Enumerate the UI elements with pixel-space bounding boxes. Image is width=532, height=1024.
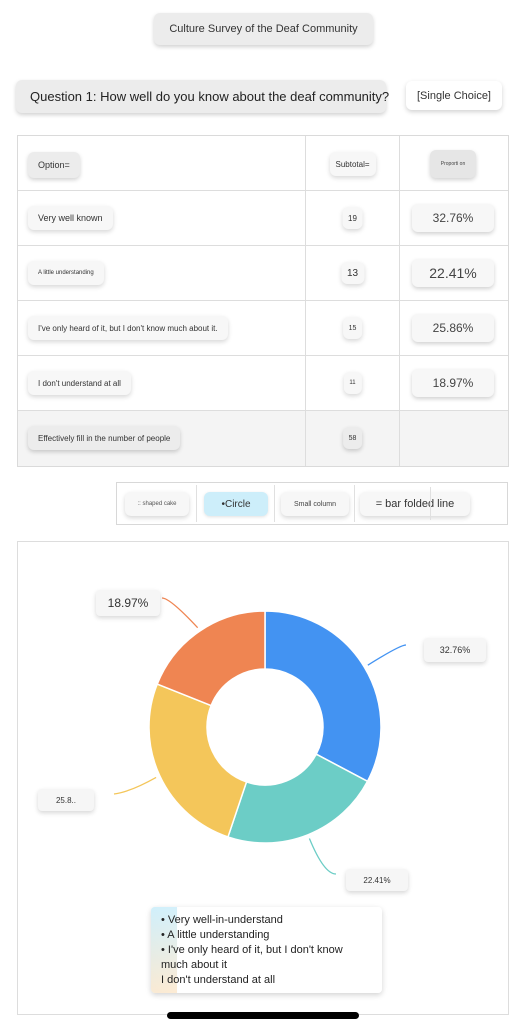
data-label: 25.8.. (38, 789, 94, 811)
data-label: 32.76% (424, 638, 486, 662)
table-row: A little understanding 13 22.41% (18, 246, 508, 301)
selector-divider (430, 487, 431, 520)
question-title: Question 1: How well do you know about t… (16, 80, 389, 113)
donut-chart (113, 597, 407, 875)
tab-circle-chart[interactable]: •Circle (197, 485, 275, 522)
tab-circle-label: •Circle (204, 492, 268, 516)
donut-slice (264, 610, 382, 783)
chart-legend: • Very well-in-understand • A little und… (151, 907, 382, 993)
data-label: 18.97% (96, 590, 160, 616)
leader-line (308, 838, 337, 875)
legend-color-strip (151, 907, 177, 993)
tab-pie-chart[interactable]: :: shaped cake (117, 485, 197, 522)
row-proportion: 18.97% (412, 369, 494, 397)
tab-pie-label: :: shaped cake (125, 492, 189, 516)
donut-slice (227, 753, 369, 844)
row-subtotal: 11 (343, 372, 362, 394)
row-proportion: 32.76% (412, 204, 494, 232)
row-proportion: 22.41% (412, 259, 494, 287)
table-row: Very well known 19 32.76% (18, 191, 508, 246)
row-option: A little understanding (28, 261, 104, 285)
row-subtotal: 15 (342, 317, 363, 339)
header-proportion: Proporti on (430, 150, 476, 178)
leader-line (161, 597, 199, 629)
row-option: I've only heard of it, but I don't know … (28, 316, 228, 340)
legend-item: • Very well-in-understand (161, 914, 283, 926)
leader-line (367, 644, 407, 666)
results-table: Option= Subtotal= Proporti on Very well … (17, 135, 509, 467)
row-option: Very well known (28, 206, 113, 230)
legend-item: • I've only heard of it, but I don't kno… (161, 944, 343, 971)
footer-label: Effectively fill in the number of people (28, 426, 181, 450)
survey-title: Culture Survey of the Deaf Community (154, 13, 373, 45)
tab-bar-line-label: = bar folded line (360, 492, 470, 516)
table-row: I've only heard of it, but I don't know … (18, 301, 508, 356)
chart-panel: 32.76% 22.41% 25.8.. 18.97% • Very well-… (17, 541, 509, 1015)
row-option: I don't understand at all (28, 371, 131, 395)
legend-item: I don't understand at all (161, 974, 276, 986)
row-subtotal: 19 (342, 207, 363, 229)
leader-line (113, 776, 157, 795)
row-subtotal: 13 (340, 262, 365, 284)
data-label: 22.41% (346, 869, 408, 891)
table-footer-row: Effectively fill in the number of people… (18, 411, 508, 466)
question-type-badge: [Single Choice] (406, 81, 502, 110)
tab-column-label: Small column (281, 492, 349, 516)
tab-column-chart[interactable]: Small column (275, 485, 355, 522)
tab-bar-line-chart[interactable]: = bar folded line (355, 485, 507, 522)
donut-slice (148, 683, 248, 838)
row-proportion: 25.86% (412, 314, 494, 342)
table-header-row: Option= Subtotal= Proporti on (18, 136, 508, 191)
header-subtotal: Subtotal= (329, 152, 376, 176)
donut-slice (156, 610, 266, 707)
chart-type-selector: :: shaped cake •Circle Small column = ba… (116, 482, 508, 525)
footer-total: 58 (342, 427, 363, 449)
header-option: Option= (28, 152, 80, 178)
legend-item: • A little understanding (161, 929, 270, 941)
table-row: I don't understand at all 11 18.97% (18, 356, 508, 411)
home-indicator (167, 1012, 359, 1019)
